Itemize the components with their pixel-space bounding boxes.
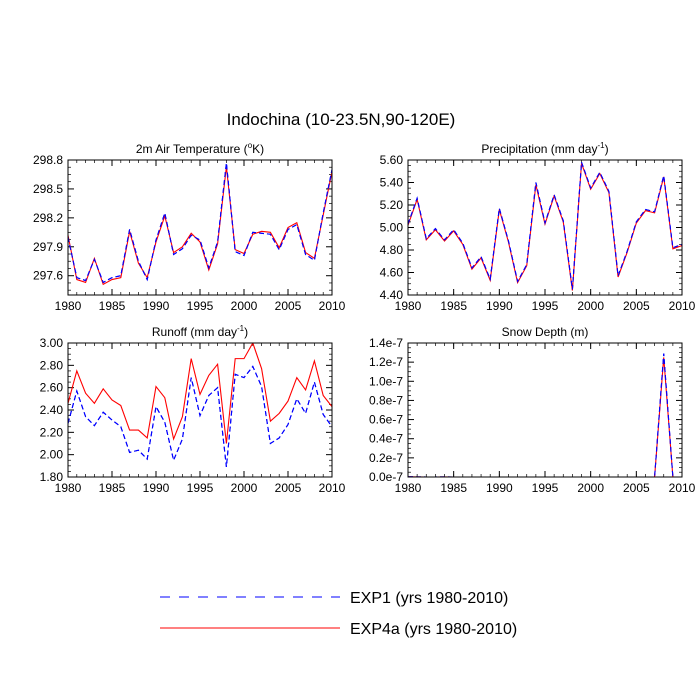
panels: 2m Air Temperature (oK) 1980 1985 1990 1995 2… (33, 141, 696, 495)
x-tick-label: 2000 (231, 299, 258, 313)
y-tick-label: 1.4e-7 (369, 336, 403, 350)
y-tick-label: 0.6e-7 (369, 413, 403, 427)
series-line-exp1-overlay (68, 162, 332, 284)
y-tick-label: 3.00 (40, 336, 64, 350)
x-tick-label: 1980 (395, 299, 422, 313)
x-tick-label: 1980 (395, 481, 422, 495)
x-tick-label: 1980 (55, 481, 82, 495)
y-tick-label: 1.80 (40, 470, 64, 484)
x-tick-label: 2010 (669, 299, 696, 313)
y-tick-label: 2.40 (40, 403, 64, 417)
x-tick-label: 1980 (55, 299, 82, 313)
y-tick-label: 0.8e-7 (369, 393, 403, 407)
y-tick-label: 298.8 (33, 153, 63, 167)
x-tick-label: 1985 (99, 299, 126, 313)
x-tick-label: 1990 (486, 299, 513, 313)
x-tick-label: 2005 (275, 299, 302, 313)
panel-title-superscript: -1 (597, 141, 605, 150)
x-tick-label: 2010 (319, 299, 346, 313)
series-line-exp4a (408, 163, 682, 291)
legend: EXP1 (yrs 1980-2010) EXP4a (yrs 1980-2010… (160, 590, 517, 638)
main-title: Indochina (10-23.5N,90-120E) (227, 110, 456, 129)
y-tick-label: 1.0e-7 (369, 374, 403, 388)
panel-title-text: Snow Depth (m) (502, 325, 589, 339)
plot-frame (67, 342, 333, 478)
x-tick-label: 2000 (577, 481, 604, 495)
x-tick-label: 1985 (99, 481, 126, 495)
panel-2: Precipitation (mm day-1) 1980 1985 1990 1995… (380, 141, 696, 313)
panel-title-superscript: -1 (237, 324, 245, 333)
y-tick-label: 0.4e-7 (369, 432, 403, 446)
y-tick-label: 2.20 (40, 425, 64, 439)
panel-title-text: Runoff (mm day (152, 325, 237, 339)
x-tick-label: 1995 (187, 481, 214, 495)
panel-title: Runoff (mm day-1) (152, 324, 248, 339)
series-line-exp1-overlay (408, 353, 674, 477)
y-tick-label: 5.20 (380, 198, 404, 212)
panel-title: Precipitation (mm day-1) (481, 141, 608, 156)
x-tick-label: 2005 (623, 481, 650, 495)
x-tick-label: 2005 (623, 299, 650, 313)
y-tick-label: 5.00 (380, 221, 404, 235)
x-tick-label: 1995 (187, 299, 214, 313)
y-tick-label: 2.80 (40, 358, 64, 372)
panel-title-tail: ) (244, 325, 248, 339)
y-tick-label: 0.0e-7 (369, 470, 403, 484)
y-tick-label: 4.80 (380, 243, 404, 257)
x-tick-label: 1995 (532, 299, 559, 313)
panel-title-text: Precipitation (mm day (481, 142, 597, 156)
series-line-exp1-overlay (408, 162, 682, 290)
panel-4: Snow Depth (m) 1980 1985 1990 1995 2000 2005 20… (369, 325, 696, 495)
x-tick-label: 2010 (669, 481, 696, 495)
y-tick-label: 5.40 (380, 176, 404, 190)
plot-frame (407, 342, 683, 478)
legend-label: EXP1 (yrs 1980-2010) (350, 590, 508, 607)
x-tick-label: 2010 (319, 481, 346, 495)
series-line-exp4a (68, 166, 332, 286)
y-tick-label: 297.9 (33, 240, 63, 254)
x-tick-label: 1985 (440, 481, 467, 495)
series-line-exp4a (68, 343, 332, 444)
plot-frame (67, 159, 333, 296)
x-tick-label: 1990 (486, 481, 513, 495)
x-tick-label: 1985 (440, 299, 467, 313)
series-line-exp1 (68, 162, 332, 284)
panel-title-tail: K) (252, 142, 264, 156)
x-tick-label: 2005 (275, 481, 302, 495)
x-tick-label: 1990 (143, 299, 170, 313)
x-tick-label: 1995 (532, 481, 559, 495)
y-tick-label: 1.2e-7 (369, 355, 403, 369)
y-tick-label: 2.60 (40, 381, 64, 395)
y-tick-label: 4.60 (380, 266, 404, 280)
y-tick-label: 298.5 (33, 182, 63, 196)
legend-label: EXP4a (yrs 1980-2010) (350, 621, 517, 638)
x-tick-label: 2000 (577, 299, 604, 313)
x-tick-label: 2000 (231, 481, 258, 495)
y-tick-label: 298.2 (33, 211, 63, 225)
panel-title-superscript: o (248, 141, 253, 150)
panel-title: Snow Depth (m) (502, 325, 589, 339)
panel-1: 2m Air Temperature (oK) 1980 1985 1990 1995 2… (33, 141, 346, 313)
y-tick-label: 2.00 (40, 448, 64, 462)
panel-title-text: 2m Air Temperature ( (136, 142, 248, 156)
series-line-exp1 (408, 353, 674, 477)
y-tick-label: 297.6 (33, 269, 63, 283)
panel-title-tail: ) (605, 142, 609, 156)
x-tick-label: 1990 (143, 481, 170, 495)
y-tick-label: 4.40 (380, 288, 404, 302)
plot-frame (407, 159, 683, 296)
panel-title: 2m Air Temperature (oK) (136, 141, 264, 156)
y-tick-label: 5.60 (380, 153, 404, 167)
series-line-exp1-overlay (68, 365, 332, 468)
y-tick-label: 0.2e-7 (369, 451, 403, 465)
series-line-exp4a (408, 357, 674, 477)
panel-3: Runoff (mm day-1) 1980 1985 1990 1995 2000 200… (40, 324, 346, 495)
